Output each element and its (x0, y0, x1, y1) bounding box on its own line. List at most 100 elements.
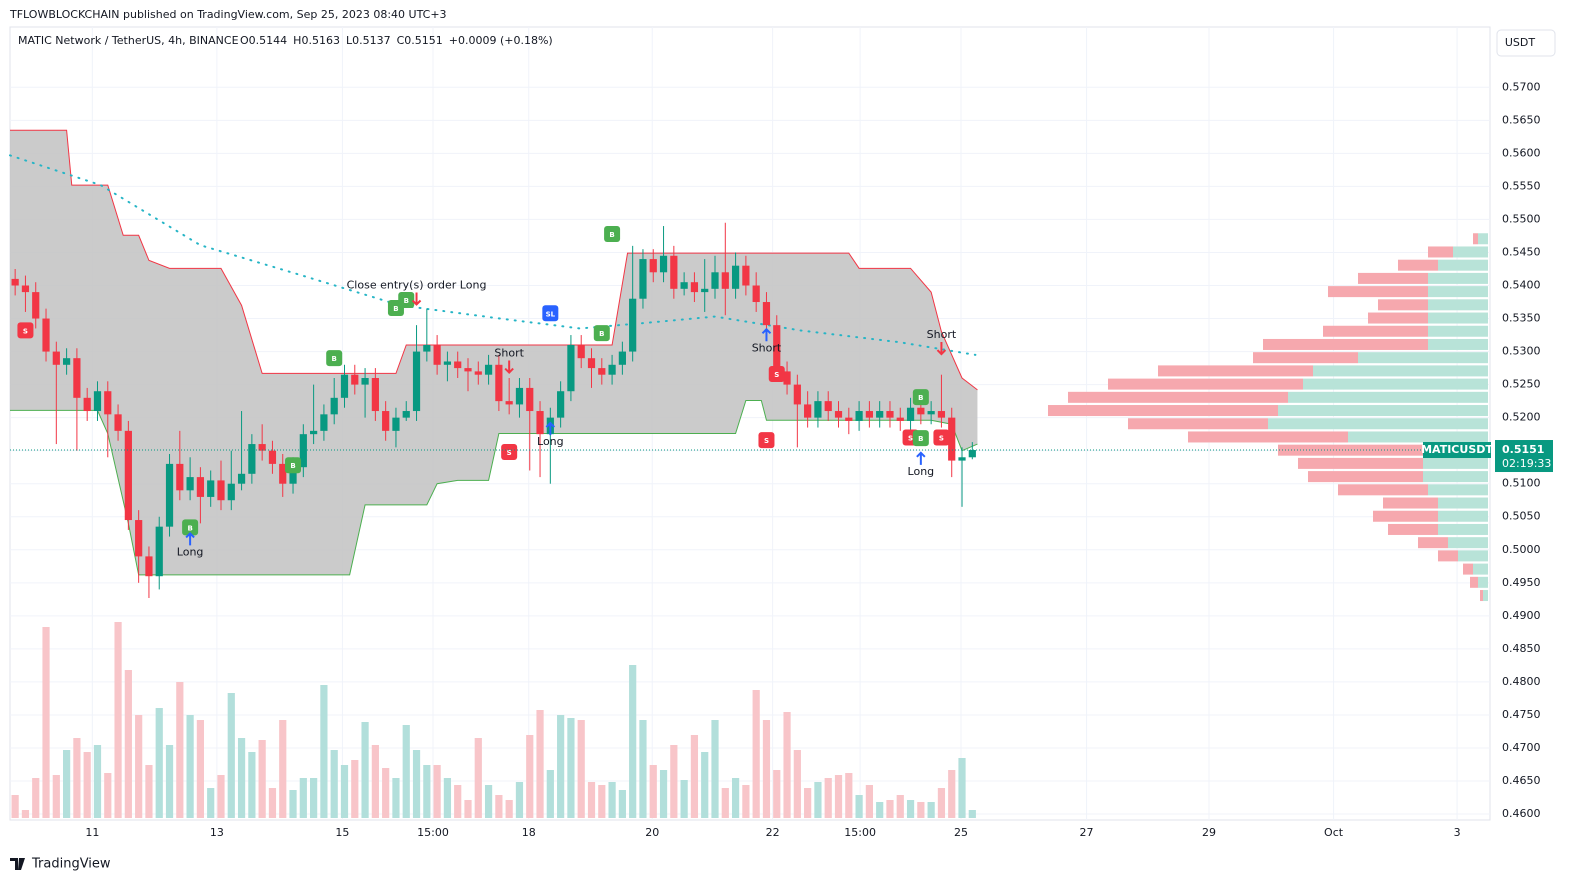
volume-bar (824, 778, 832, 818)
profile-up (1428, 338, 1488, 350)
volume-bar (474, 738, 482, 818)
legend-key: O (240, 34, 249, 47)
volume-bar (845, 773, 853, 818)
profile-down (1278, 444, 1428, 456)
volume-bar (217, 775, 225, 818)
annotation: Long (177, 545, 204, 558)
volume-bar (515, 782, 524, 818)
volume-bar (968, 810, 976, 818)
volume-bar (598, 785, 606, 818)
volume-bar (382, 768, 390, 818)
profile-down (1298, 457, 1423, 469)
volume-bar (906, 800, 915, 818)
profile-down (1048, 405, 1278, 417)
y-tick-label: 0.4750 (1502, 708, 1541, 721)
candle-body (392, 417, 400, 431)
profile-up (1438, 510, 1488, 522)
volume-bar (701, 752, 709, 818)
annotation: Short (494, 347, 524, 360)
candle-body (310, 430, 318, 435)
candle-body (906, 407, 915, 421)
candle-body (773, 325, 781, 372)
volume-bar (587, 782, 596, 818)
candle-body (484, 364, 493, 375)
volume-bar (557, 715, 565, 818)
signal-badge (17, 322, 34, 339)
candle-body (412, 351, 421, 412)
volume-bar (42, 627, 50, 818)
candle-body (948, 417, 956, 461)
candle-body (165, 463, 174, 527)
volume-bar (649, 765, 657, 818)
candle-body (701, 288, 709, 293)
profile-up (1428, 272, 1488, 284)
candle-body (608, 364, 616, 375)
profile-down (1388, 523, 1438, 535)
signal-badge (182, 519, 199, 536)
profile-down (1378, 299, 1428, 311)
candle-body (639, 259, 647, 299)
volume-bar (279, 720, 287, 818)
candle-body (896, 417, 904, 421)
y-tick-label: 0.5600 (1502, 146, 1541, 159)
volume-bar (423, 765, 431, 818)
profile-down (1188, 431, 1348, 443)
candle-body (731, 265, 740, 289)
volume-bar (834, 775, 843, 818)
currency[interactable]: USDT (1505, 36, 1536, 49)
volume-bar (371, 745, 379, 818)
candle-body (258, 444, 266, 451)
profile-up (1348, 431, 1488, 443)
candle-body (155, 526, 163, 577)
volume-bar (83, 752, 91, 818)
candle-body (495, 364, 503, 402)
candle-body (958, 457, 966, 461)
candle-body (814, 401, 822, 418)
volume-bar (876, 802, 884, 818)
profile-up (1278, 405, 1488, 417)
currency-button[interactable] (1496, 29, 1556, 57)
profile-up (1428, 484, 1488, 496)
candle-body (464, 368, 472, 372)
candle-body (402, 411, 410, 418)
profile-up (1453, 246, 1488, 258)
volume-bar (135, 715, 143, 818)
signal-badge (933, 429, 950, 446)
legend-key: C (397, 34, 405, 47)
profile-down (1158, 365, 1313, 377)
candle-body (474, 371, 482, 375)
volume-bar (721, 788, 729, 818)
candle-body (629, 298, 637, 352)
signal-text: B (404, 297, 409, 305)
candle-body (371, 378, 379, 412)
candle-body (505, 401, 513, 405)
candle-body (804, 404, 812, 418)
candle-body (567, 344, 575, 392)
candle-body (299, 434, 307, 468)
candle-body (42, 318, 50, 352)
volume-bar (93, 745, 102, 818)
candle-body (659, 255, 668, 273)
x-tick-label: 15:00 (844, 826, 876, 839)
y-tick-label: 0.4700 (1502, 741, 1541, 754)
candle-body (752, 285, 760, 303)
candle-body (11, 278, 19, 286)
candle-body (320, 414, 328, 431)
annotation: Long (537, 435, 564, 448)
y-tick-label: 0.5450 (1502, 245, 1541, 258)
y-tick-label: 0.5550 (1502, 179, 1541, 192)
volume-bar (937, 788, 946, 818)
publisher: TFLOWBLOCKCHAIN published on TradingView… (9, 8, 447, 21)
candle-body (793, 384, 801, 405)
y-tick-label: 0.4800 (1502, 675, 1541, 688)
volume-bar (546, 770, 554, 818)
volume-bar (752, 690, 760, 818)
candle-body (340, 374, 349, 398)
y-tick-label: 0.4650 (1502, 774, 1541, 787)
signal-text: S (23, 327, 28, 335)
volume-bar (948, 770, 956, 818)
y-tick-label: 0.5000 (1502, 543, 1541, 556)
annotation-arrow (761, 327, 772, 342)
volume-bar (340, 765, 349, 818)
candle-body (834, 411, 843, 418)
